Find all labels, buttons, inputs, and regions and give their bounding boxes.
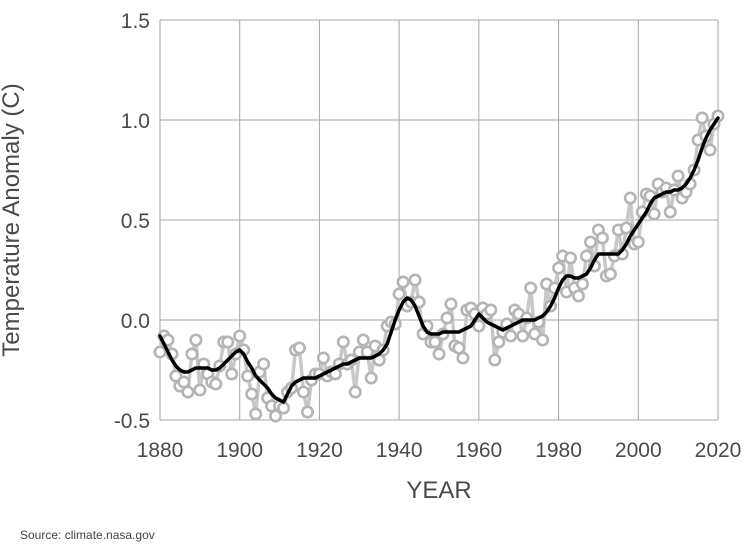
annual-mean-point bbox=[583, 235, 597, 249]
annual-mean-point bbox=[456, 351, 470, 365]
x-tick-label: 2020 bbox=[695, 439, 742, 462]
annual-mean-point bbox=[619, 221, 633, 235]
annual-mean-point bbox=[364, 371, 378, 385]
annual-mean-point bbox=[292, 341, 306, 355]
grid bbox=[159, 19, 719, 421]
annual-mean-point bbox=[432, 347, 446, 361]
lowess-smoothing-line bbox=[158, 116, 720, 404]
annual-mean-point bbox=[631, 235, 645, 249]
x-axis-ticks: 1880 1900 1920 1940 1960 1980 2000 2020 bbox=[137, 439, 742, 462]
annual-mean-point bbox=[241, 369, 255, 383]
annual-mean-point bbox=[153, 345, 167, 359]
y-axis-title: Temperature Anomaly (C) bbox=[0, 83, 25, 356]
annual-mean-point bbox=[356, 333, 370, 347]
annual-mean-point bbox=[392, 287, 406, 301]
x-tick-label: 2000 bbox=[615, 439, 662, 462]
y-tick-label: 1.0 bbox=[121, 110, 150, 133]
annual-mean-point bbox=[571, 289, 585, 303]
annual-mean-point bbox=[440, 311, 454, 325]
y-tick-label: -0.5 bbox=[114, 410, 150, 433]
x-tick-label: 1960 bbox=[455, 439, 502, 462]
annual-mean-point bbox=[257, 357, 271, 371]
annual-mean-point bbox=[703, 143, 717, 157]
annual-mean-point bbox=[488, 353, 502, 367]
annual-mean-point bbox=[695, 111, 709, 125]
annual-mean-point bbox=[711, 109, 725, 123]
annual-mean-point bbox=[249, 407, 263, 421]
annual-mean-point bbox=[595, 231, 609, 245]
y-tick-label: 1.5 bbox=[121, 10, 150, 33]
annual-mean-point bbox=[225, 367, 239, 381]
annual-mean-point bbox=[671, 169, 685, 183]
temperature-anomaly-chart: 1880 1900 1920 1940 1960 1980 2000 2020 -0.5 0.0… bbox=[0, 10, 742, 504]
annual-mean-point bbox=[396, 275, 410, 289]
x-tick-label: 1880 bbox=[137, 439, 184, 462]
annual-mean-point bbox=[623, 191, 637, 205]
source-note: Source: climate.nasa.gov bbox=[20, 528, 155, 542]
annual-mean-point bbox=[472, 319, 486, 333]
annual-mean-point bbox=[193, 383, 207, 397]
x-tick-label: 1980 bbox=[535, 439, 582, 462]
annual-mean-point bbox=[348, 385, 362, 399]
annual-mean-point bbox=[575, 277, 589, 291]
annual-mean-point bbox=[189, 333, 203, 347]
lowess-smoothing-series bbox=[158, 116, 720, 404]
annual-mean-point bbox=[428, 335, 442, 349]
annual-mean-point bbox=[277, 401, 291, 415]
annual-mean-point bbox=[296, 385, 310, 399]
annual-mean-point bbox=[316, 351, 330, 365]
annual-mean-point bbox=[444, 297, 458, 311]
annual-mean-point bbox=[245, 387, 259, 401]
annual-mean-point bbox=[552, 261, 566, 275]
annual-mean-point bbox=[603, 267, 617, 281]
annual-mean-point bbox=[181, 385, 195, 399]
annual-mean-point bbox=[300, 405, 314, 419]
annual-mean-point bbox=[524, 281, 538, 295]
annual-mean-point bbox=[516, 329, 530, 343]
annual-mean-point bbox=[209, 377, 223, 391]
annual-mean-point bbox=[185, 347, 199, 361]
annual-mean-point bbox=[484, 303, 498, 317]
x-tick-label: 1940 bbox=[376, 439, 423, 462]
annual-mean-point bbox=[233, 329, 247, 343]
y-tick-label: 0.5 bbox=[121, 210, 150, 233]
annual-mean-point bbox=[408, 273, 422, 287]
x-tick-label: 1900 bbox=[216, 439, 263, 462]
annual-mean-point bbox=[663, 205, 677, 219]
x-tick-label: 1920 bbox=[296, 439, 343, 462]
y-tick-label: 0.0 bbox=[121, 310, 150, 333]
x-axis-title: YEAR bbox=[406, 477, 471, 504]
annual-mean-point bbox=[536, 333, 550, 347]
annual-mean-point bbox=[579, 249, 593, 263]
annual-mean-point bbox=[504, 329, 518, 343]
annual-mean-point bbox=[221, 335, 235, 349]
annual-mean-point bbox=[647, 207, 661, 221]
annual-mean-point bbox=[336, 335, 350, 349]
y-axis-ticks: -0.5 0.0 0.5 1.0 1.5 bbox=[114, 10, 150, 433]
annual-mean-point bbox=[563, 251, 577, 265]
